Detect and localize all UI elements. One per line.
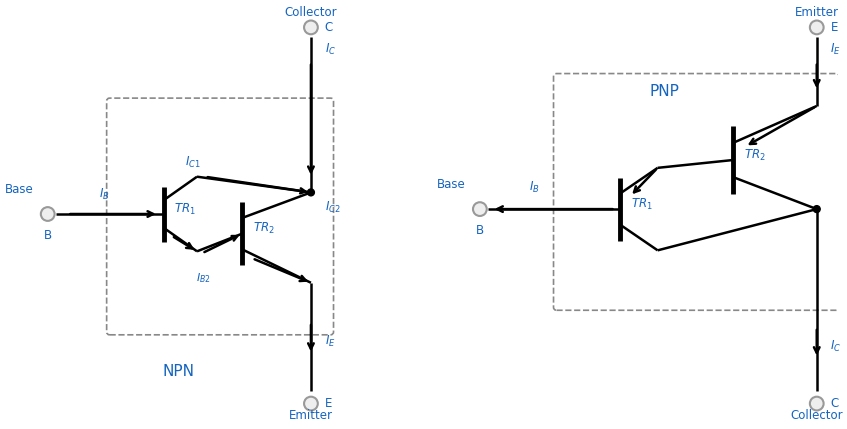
Text: $I_E$: $I_E$	[324, 334, 335, 349]
Text: Collector: Collector	[790, 409, 843, 422]
Text: $I_{C1}$: $I_{C1}$	[185, 154, 201, 169]
Text: NPN: NPN	[163, 364, 194, 379]
Text: Base: Base	[437, 178, 466, 191]
Text: $I_C$: $I_C$	[324, 42, 336, 57]
Text: B: B	[476, 224, 484, 237]
Text: $I_B$: $I_B$	[529, 180, 540, 195]
Circle shape	[304, 21, 318, 34]
Text: E: E	[324, 397, 332, 410]
Text: $TR_1$: $TR_1$	[631, 196, 653, 212]
Text: $I_{B2}$: $I_{B2}$	[196, 271, 210, 285]
Circle shape	[473, 202, 487, 216]
Text: $I_B$: $I_B$	[99, 187, 109, 202]
Text: C: C	[831, 397, 839, 410]
Text: Emitter: Emitter	[794, 6, 839, 19]
Text: $TR_2$: $TR_2$	[744, 148, 766, 163]
Text: $I_{C2}$: $I_{C2}$	[324, 199, 340, 214]
Circle shape	[810, 397, 823, 411]
Text: B: B	[44, 229, 52, 242]
Text: $TR_1$: $TR_1$	[174, 202, 197, 217]
Text: $I_C$: $I_C$	[831, 339, 842, 354]
Circle shape	[304, 397, 318, 411]
Text: $TR_2$: $TR_2$	[253, 221, 274, 236]
Text: C: C	[324, 21, 333, 34]
Text: Emitter: Emitter	[289, 409, 333, 422]
Text: Base: Base	[5, 183, 34, 196]
Text: E: E	[831, 21, 838, 34]
Circle shape	[810, 21, 823, 34]
Text: $I_E$: $I_E$	[831, 42, 841, 57]
Text: Collector: Collector	[285, 6, 337, 19]
Circle shape	[813, 205, 820, 212]
Circle shape	[307, 189, 314, 196]
Circle shape	[41, 207, 54, 221]
Text: PNP: PNP	[650, 84, 679, 99]
